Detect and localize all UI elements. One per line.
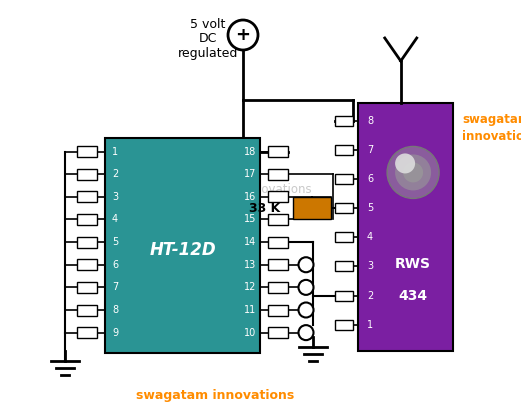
Text: 2: 2: [367, 291, 373, 301]
Bar: [335, 232, 353, 242]
Text: 9: 9: [112, 328, 118, 338]
Text: 11: 11: [244, 305, 256, 315]
Bar: [335, 203, 353, 213]
Circle shape: [395, 153, 415, 173]
Bar: [77, 214, 97, 225]
Bar: [77, 304, 97, 316]
Text: 3: 3: [112, 192, 118, 202]
Text: 17: 17: [244, 169, 256, 179]
Circle shape: [387, 146, 439, 199]
Bar: [77, 169, 97, 180]
Bar: [77, 327, 97, 338]
Circle shape: [299, 325, 314, 340]
Bar: [105, 138, 260, 353]
Text: 6: 6: [112, 260, 118, 270]
Bar: [268, 191, 288, 202]
Bar: [335, 320, 353, 330]
Text: 6: 6: [367, 174, 373, 184]
Text: 8: 8: [367, 115, 373, 125]
Bar: [77, 191, 97, 202]
Bar: [77, 282, 97, 293]
Bar: [77, 146, 97, 157]
Bar: [335, 174, 353, 184]
Circle shape: [299, 303, 314, 318]
Text: 1: 1: [112, 147, 118, 157]
Text: DC: DC: [199, 33, 217, 46]
Text: 5: 5: [367, 203, 373, 213]
Text: RWS: RWS: [395, 257, 431, 271]
Bar: [268, 282, 288, 293]
Bar: [358, 103, 453, 351]
Circle shape: [299, 280, 314, 295]
Text: HT-12D: HT-12D: [149, 241, 216, 259]
Text: 1: 1: [367, 320, 373, 330]
Text: 13: 13: [244, 260, 256, 270]
Bar: [268, 304, 288, 316]
Text: regulated: regulated: [178, 46, 238, 59]
Bar: [268, 259, 288, 270]
Text: 4: 4: [112, 214, 118, 224]
Text: swagatam innovations: swagatam innovations: [178, 184, 312, 196]
Bar: [268, 327, 288, 338]
Bar: [335, 145, 353, 155]
Text: 4: 4: [367, 232, 373, 242]
Text: 7: 7: [112, 283, 118, 292]
Text: 434: 434: [399, 289, 428, 303]
Bar: [293, 197, 331, 219]
Bar: [77, 237, 97, 247]
Bar: [268, 214, 288, 225]
Bar: [77, 259, 97, 270]
Text: 3: 3: [367, 261, 373, 271]
Text: 7: 7: [367, 145, 373, 155]
Text: +: +: [235, 26, 251, 44]
Text: 2: 2: [112, 169, 118, 179]
Text: 5 volt: 5 volt: [190, 18, 226, 31]
Circle shape: [299, 257, 314, 272]
Bar: [335, 291, 353, 301]
Circle shape: [403, 163, 423, 182]
Text: 5: 5: [112, 237, 118, 247]
Bar: [268, 237, 288, 247]
Circle shape: [228, 20, 258, 50]
Bar: [268, 169, 288, 180]
Text: 12: 12: [244, 283, 256, 292]
Text: 8: 8: [112, 305, 118, 315]
Text: 15: 15: [244, 214, 256, 224]
Bar: [268, 146, 288, 157]
Text: 10: 10: [244, 328, 256, 338]
Bar: [335, 261, 353, 271]
Text: 18: 18: [244, 147, 256, 157]
Text: 33 K: 33 K: [250, 201, 281, 215]
Text: swagatam innovations: swagatam innovations: [136, 388, 294, 402]
Text: 14: 14: [244, 237, 256, 247]
Text: swagatam
innovations: swagatam innovations: [462, 113, 521, 143]
Bar: [335, 115, 353, 125]
Circle shape: [395, 154, 431, 191]
Text: 16: 16: [244, 192, 256, 202]
